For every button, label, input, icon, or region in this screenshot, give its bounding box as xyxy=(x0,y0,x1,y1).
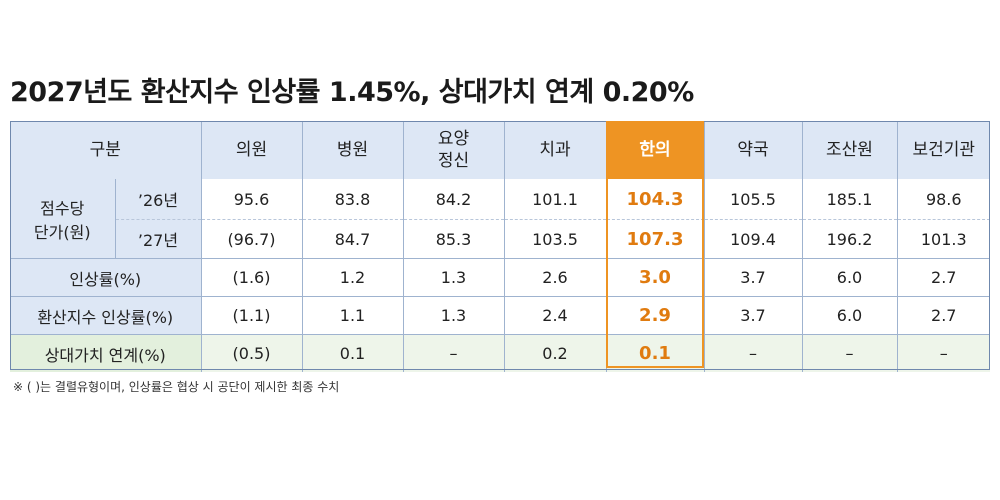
cell: 2.7 xyxy=(897,296,990,335)
table-row: 상대가치 연계(%) (0.5) 0.1 – 0.2 0.1 – – – xyxy=(10,334,990,372)
cell-highlight: 3.0 xyxy=(606,258,705,297)
cell: 3.7 xyxy=(704,258,803,297)
cell: 98.6 xyxy=(897,179,990,220)
cell: 3.7 xyxy=(704,296,803,335)
cell-highlight: 0.1 xyxy=(606,334,705,372)
table-row: ’27년 (96.7) 84.7 85.3 103.5 107.3 109.4 … xyxy=(10,219,990,259)
page-title: 2027년도 환산지수 인상률 1.45%, 상대가치 연계 0.20% xyxy=(10,77,694,108)
cell: 101.3 xyxy=(897,219,990,259)
cell: 105.5 xyxy=(704,179,803,220)
cell: 1.1 xyxy=(302,296,404,335)
header-korean-medicine: 한의 xyxy=(606,121,705,179)
cell-highlight: 104.3 xyxy=(606,179,705,220)
cell: 83.8 xyxy=(302,179,404,220)
cell: 0.1 xyxy=(302,334,404,372)
cell: (96.7) xyxy=(201,219,303,259)
row-label-conversion-index: 환산지수 인상률(%) xyxy=(10,296,202,335)
header-midwifery: 조산원 xyxy=(802,121,898,179)
header-corner: 구분 xyxy=(10,121,202,179)
cell: 1.3 xyxy=(403,296,505,335)
cell: 103.5 xyxy=(504,219,607,259)
cell: 2.6 xyxy=(504,258,607,297)
cell-highlight: 2.9 xyxy=(606,296,705,335)
header-clinic: 의원 xyxy=(201,121,303,179)
cell: (0.5) xyxy=(201,334,303,372)
header-pharmacy: 약국 xyxy=(704,121,803,179)
cell: 196.2 xyxy=(802,219,898,259)
header-hospital: 병원 xyxy=(302,121,404,179)
cell: 2.4 xyxy=(504,296,607,335)
cell: 101.1 xyxy=(504,179,607,220)
cell: 6.0 xyxy=(802,296,898,335)
cell: – xyxy=(802,334,898,372)
footnote: ※ ( )는 결렬유형이며, 인상률은 협상 시 공단이 제시한 최종 수치 xyxy=(13,380,340,394)
cell: (1.6) xyxy=(201,258,303,297)
header-public-health: 보건기관 xyxy=(897,121,990,179)
cell: 85.3 xyxy=(403,219,505,259)
header-dental: 치과 xyxy=(504,121,607,179)
table-row: 점수당 단가(원) ’26년 95.6 83.8 84.2 101.1 104.… xyxy=(10,179,990,259)
cell: – xyxy=(704,334,803,372)
cell-highlight: 107.3 xyxy=(606,219,705,259)
cell: 185.1 xyxy=(802,179,898,220)
cell: 109.4 xyxy=(704,219,803,259)
cell: 6.0 xyxy=(802,258,898,297)
cell: 84.7 xyxy=(302,219,404,259)
row-label-2027: ’27년 xyxy=(114,219,202,259)
table-row: 인상률(%) (1.6) 1.2 1.3 2.6 3.0 3.7 6.0 2.7 xyxy=(10,258,990,297)
row-label-increase-rate: 인상률(%) xyxy=(10,258,202,297)
cell: 2.7 xyxy=(897,258,990,297)
row-label-2026: ’26년 xyxy=(114,179,202,220)
cell: – xyxy=(897,334,990,372)
row-label-unit-price: 점수당 단가(원) xyxy=(10,179,116,259)
rate-table: 구분 의원 병원 요양 정신 치과 한의 약국 조산원 보건기관 점수당 단가(… xyxy=(10,121,990,372)
cell: – xyxy=(403,334,505,372)
cell: 1.3 xyxy=(403,258,505,297)
table-row: 환산지수 인상률(%) (1.1) 1.1 1.3 2.4 2.9 3.7 6.… xyxy=(10,296,990,335)
header-nursing-mental: 요양 정신 xyxy=(403,121,505,179)
cell: 1.2 xyxy=(302,258,404,297)
cell: 95.6 xyxy=(201,179,303,220)
cell: (1.1) xyxy=(201,296,303,335)
cell: 84.2 xyxy=(403,179,505,220)
cell: 0.2 xyxy=(504,334,607,372)
row-label-relative-value: 상대가치 연계(%) xyxy=(10,334,202,372)
